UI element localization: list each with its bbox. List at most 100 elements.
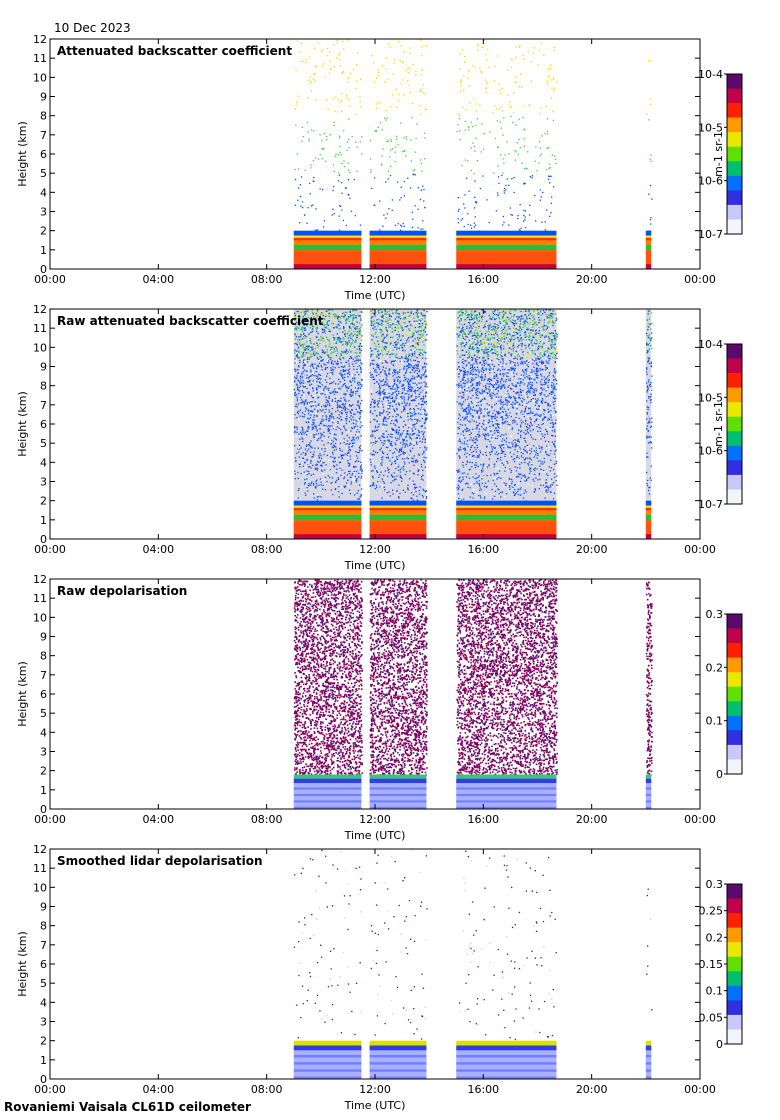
y-tick-label: 9: [40, 901, 47, 914]
data-segment-3: [456, 39, 558, 270]
colorbar: 0 0.1 0.2 0.3: [706, 608, 743, 781]
panel-title: Raw depolarisation: [57, 584, 187, 598]
y-tick-label: 0: [40, 263, 47, 276]
heatmap-data: [293, 39, 653, 270]
data-segment-4: [645, 309, 653, 540]
y-tick-label: 5: [40, 437, 47, 450]
data-segment-1: [293, 849, 362, 1080]
data-segment-3: [456, 850, 557, 1080]
colorbar-unit-label: m-1 sr-1: [712, 401, 725, 447]
colorbar-tick-label: 0.3: [706, 608, 724, 621]
x-tick-label: 00:00: [34, 1083, 66, 1096]
x-tick-label: 00:00: [684, 273, 716, 286]
y-tick-label: 10: [33, 611, 47, 624]
y-tick-label: 9: [40, 91, 47, 104]
x-tick-label: 00:00: [684, 543, 716, 556]
data-segment-4: [645, 888, 653, 1080]
heatmap-data: [293, 579, 653, 810]
site-caption: Rovaniemi Vaisala CL61D ceilometer: [4, 1100, 251, 1114]
panel-title: Smoothed lidar depolarisation: [57, 854, 263, 868]
plot-area: [50, 849, 700, 1079]
y-tick-label: 4: [40, 186, 47, 199]
colorbar-tick-label: 0.2: [706, 931, 724, 944]
y-tick-label: 3: [40, 476, 47, 489]
y-tick-label: 8: [40, 920, 47, 933]
x-tick-label: 08:00: [251, 1083, 283, 1096]
colorbar: 10-7 10-6 10-5 10-4 m-1 sr-1: [698, 338, 743, 511]
date-label: 10 Dec 2023: [54, 21, 131, 35]
colorbar-tick-label: 0.1: [706, 715, 724, 728]
panel-title: Raw attenuated backscatter coefficient: [57, 314, 324, 328]
y-tick-label: 10: [33, 341, 47, 354]
x-tick-label: 00:00: [34, 543, 66, 556]
y-tick-label: 8: [40, 110, 47, 123]
x-tick-label: 20:00: [576, 813, 608, 826]
y-tick-label: 2: [40, 495, 47, 508]
y-tick-label: 5: [40, 977, 47, 990]
data-segment-2: [369, 39, 428, 270]
colorbar-tick-label: 0: [716, 1038, 723, 1051]
y-tick-label: 2: [40, 765, 47, 778]
x-tick-label: 20:00: [576, 543, 608, 556]
y-tick-label: 11: [33, 322, 47, 335]
y-tick-label: 1: [40, 244, 47, 257]
x-tick-label: 16:00: [467, 273, 499, 286]
y-tick-label: 5: [40, 707, 47, 720]
heatmap-data: [293, 849, 653, 1080]
y-tick-label: 4: [40, 456, 47, 469]
x-tick-label: 08:00: [251, 273, 283, 286]
colorbar-tick-label: 0.2: [706, 661, 724, 674]
x-axis: 00:00 04:00 08:00 12:00 16:00 20:00 00:00 Time …: [34, 579, 716, 842]
data-segment-2: [369, 850, 428, 1080]
data-segment-3: [456, 579, 559, 810]
data-segment-3: [456, 309, 558, 540]
data-segment-2: [369, 579, 428, 810]
x-axis: 00:00 04:00 08:00 12:00 16:00 20:00 00:00 Time …: [34, 39, 716, 302]
y-tick-label: 1: [40, 784, 47, 797]
colorbar-tick-label: 10-4: [698, 338, 723, 351]
y-axis-label: Height (km): [16, 121, 29, 187]
y-tick-label: 12: [33, 843, 47, 856]
y-tick-label: 11: [33, 52, 47, 65]
colorbar-tick-label: 10-5: [698, 391, 723, 404]
x-tick-label: 04:00: [142, 273, 174, 286]
x-tick-label: 20:00: [576, 1083, 608, 1096]
y-tick-label: 2: [40, 225, 47, 238]
colorbar-unit-label: m-1 sr-1: [712, 131, 725, 177]
colorbar-tick-label: 10-6: [698, 445, 723, 458]
x-axis: 00:00 04:00 08:00 12:00 16:00 20:00 00:00 Time …: [34, 849, 716, 1112]
y-tick-label: 0: [40, 803, 47, 816]
y-tick-label: 0: [40, 1073, 47, 1086]
x-tick-label: 00:00: [684, 1083, 716, 1096]
y-tick-label: 8: [40, 380, 47, 393]
colorbar: 0 0.05 0.1 0.15 0.2 0.25 0.3: [699, 878, 743, 1051]
y-tick-label: 5: [40, 167, 47, 180]
plot-area: [50, 39, 700, 269]
y-axis-label: Height (km): [16, 931, 29, 997]
colorbar-tick-label: 10-4: [698, 68, 723, 81]
y-tick-label: 3: [40, 746, 47, 759]
colorbar-tick-label: 0.25: [699, 905, 724, 918]
x-tick-label: 00:00: [684, 813, 716, 826]
y-tick-label: 10: [33, 881, 47, 894]
data-segment-1: [293, 579, 363, 810]
y-tick-label: 6: [40, 958, 47, 971]
panel-title: Attenuated backscatter coefficient: [57, 44, 292, 58]
x-tick-label: 12:00: [359, 543, 391, 556]
y-tick-label: 2: [40, 1035, 47, 1048]
x-tick-label: 16:00: [467, 1083, 499, 1096]
colorbar-tick-label: 10-7: [698, 498, 723, 511]
y-tick-label: 10: [33, 71, 47, 84]
y-tick-label: 1: [40, 514, 47, 527]
colorbar: 10-7 10-6 10-5 10-4 m-1 sr-1: [698, 68, 743, 241]
y-tick-label: 12: [33, 573, 47, 586]
x-tick-label: 12:00: [359, 1083, 391, 1096]
x-tick-label: 08:00: [251, 813, 283, 826]
